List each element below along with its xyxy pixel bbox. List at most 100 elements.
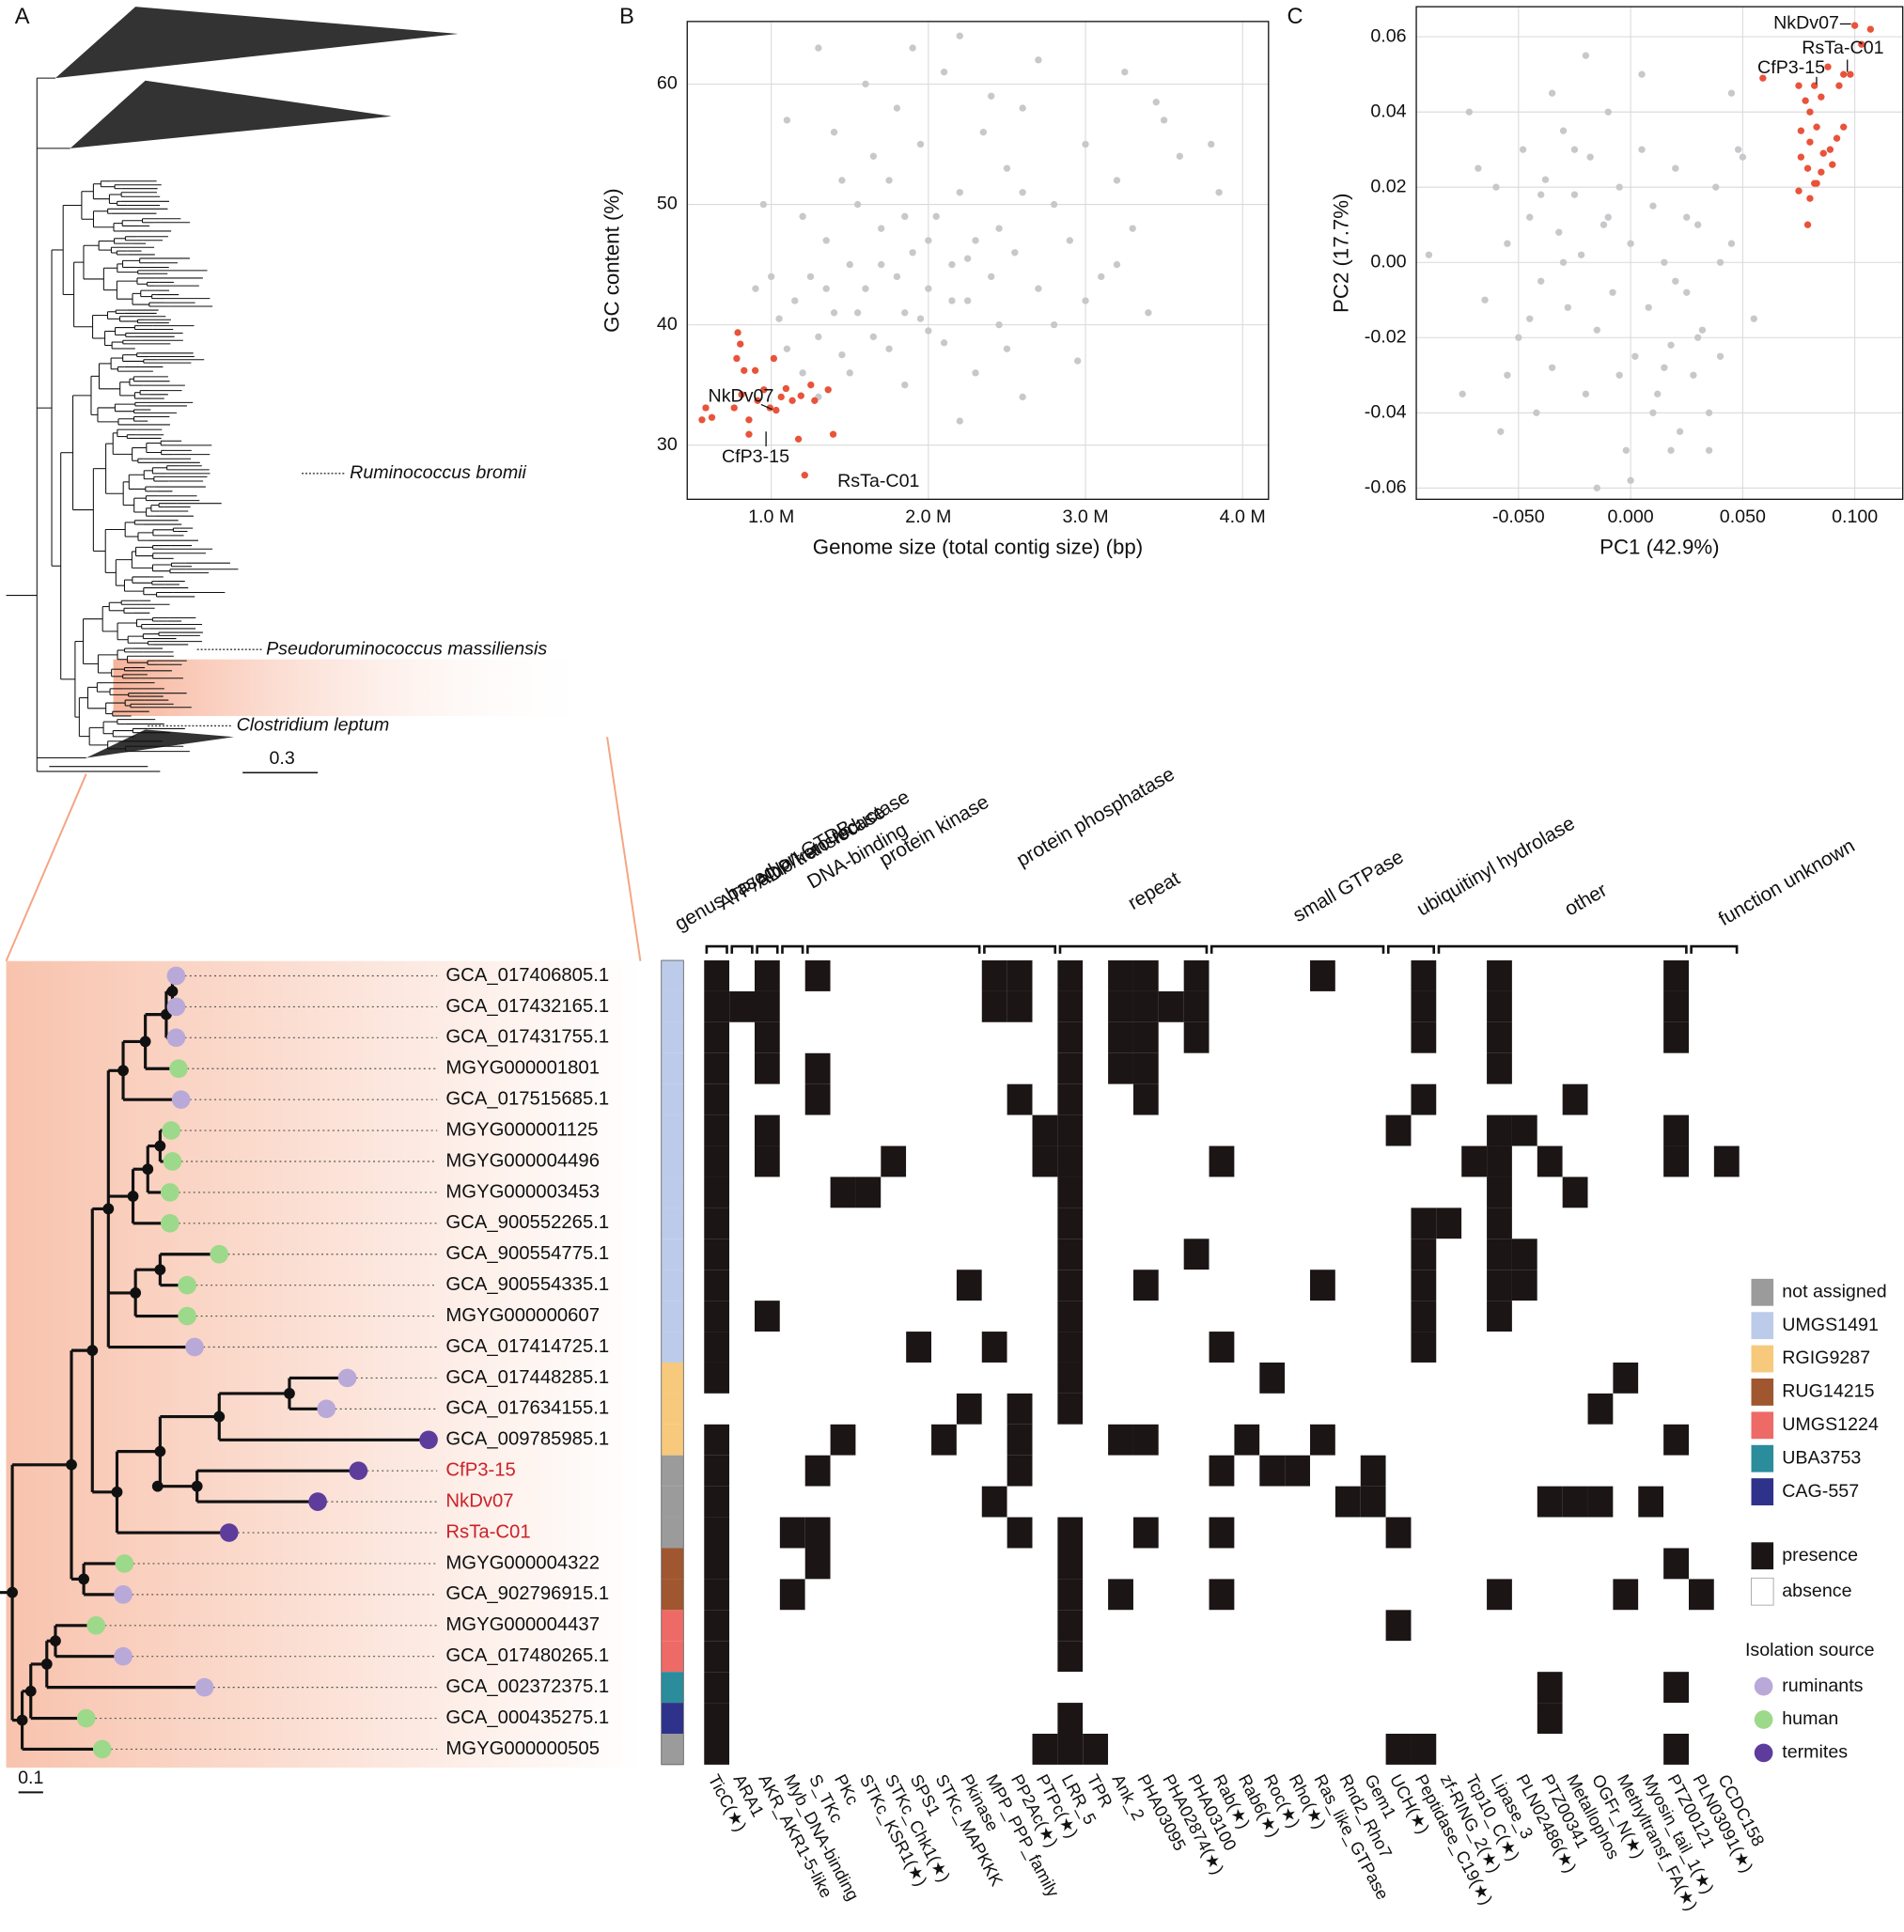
cell xyxy=(981,1610,1007,1642)
cell xyxy=(1183,1208,1210,1239)
cell xyxy=(1436,1270,1462,1301)
cell xyxy=(1183,1455,1210,1487)
cell xyxy=(729,1486,755,1518)
legend-swatch xyxy=(1751,1478,1774,1505)
cell xyxy=(1436,1548,1462,1580)
point xyxy=(979,129,988,136)
cell xyxy=(1385,1610,1412,1642)
x-tick-label: 0.100 xyxy=(1832,506,1878,527)
cell xyxy=(1663,1332,1689,1363)
cell xyxy=(779,1734,805,1765)
point xyxy=(862,80,869,88)
cell xyxy=(1259,1021,1286,1053)
cell xyxy=(704,1486,730,1518)
cell xyxy=(1310,1393,1335,1425)
point xyxy=(1693,334,1702,341)
point xyxy=(1829,161,1836,168)
cell xyxy=(754,1332,780,1363)
point xyxy=(1683,213,1691,221)
cell xyxy=(1108,1301,1133,1332)
cell xyxy=(779,1239,805,1270)
cell xyxy=(1007,1579,1033,1611)
cell xyxy=(1057,1301,1084,1332)
point xyxy=(783,117,791,124)
cell xyxy=(1032,1517,1058,1549)
cell xyxy=(1562,1021,1588,1053)
cell xyxy=(1537,1021,1563,1053)
cell xyxy=(779,1083,805,1115)
genus-bar xyxy=(661,990,684,1022)
cell xyxy=(729,960,755,991)
cell xyxy=(881,1424,907,1456)
cell xyxy=(1285,1052,1311,1084)
cell xyxy=(1057,1703,1084,1735)
cell xyxy=(981,1486,1007,1518)
cell xyxy=(1234,1641,1260,1673)
cell xyxy=(1234,1610,1260,1642)
cell xyxy=(1285,1332,1311,1363)
cell xyxy=(1537,1332,1563,1363)
cell xyxy=(1537,1114,1563,1146)
cell xyxy=(1511,1455,1537,1487)
cell xyxy=(804,1610,831,1642)
cell xyxy=(1562,1641,1588,1673)
point xyxy=(773,406,780,414)
cell xyxy=(1083,1083,1109,1115)
row-label: MGYG000001125 xyxy=(445,1119,598,1140)
cell xyxy=(1334,1517,1361,1549)
cell xyxy=(704,960,730,991)
cell xyxy=(729,1270,755,1301)
point xyxy=(956,417,963,425)
cell xyxy=(1032,1486,1058,1518)
cell xyxy=(1436,1455,1462,1487)
collapsed-clade xyxy=(70,80,392,148)
cell xyxy=(906,1610,932,1642)
point xyxy=(801,472,808,479)
row-label: NkDv07 xyxy=(445,1490,513,1511)
cell xyxy=(1537,1548,1563,1580)
cell xyxy=(779,1393,805,1425)
y-tick-label: 40 xyxy=(657,314,678,335)
cell xyxy=(830,1424,856,1456)
cell xyxy=(1411,1517,1437,1549)
cell xyxy=(1663,1052,1689,1084)
row-label: MGYG000004496 xyxy=(445,1150,600,1171)
cell xyxy=(956,1424,982,1456)
cell xyxy=(1461,1424,1488,1456)
cell xyxy=(830,1548,856,1580)
cell xyxy=(1209,1332,1235,1363)
point xyxy=(806,273,815,281)
point xyxy=(1866,25,1875,33)
cell xyxy=(1461,1393,1488,1425)
cell xyxy=(1334,1610,1361,1642)
cell xyxy=(1385,1393,1412,1425)
cell xyxy=(729,1517,755,1549)
cell xyxy=(1411,1703,1437,1735)
tip xyxy=(349,1461,368,1481)
cell xyxy=(1562,1393,1588,1425)
cell xyxy=(1259,1145,1286,1177)
cell xyxy=(1183,1579,1210,1611)
cell xyxy=(906,1393,932,1425)
point xyxy=(1555,228,1563,236)
cell xyxy=(1411,1641,1437,1673)
cell xyxy=(704,1052,730,1084)
cell xyxy=(1285,960,1311,991)
cell xyxy=(754,1703,780,1735)
cell xyxy=(1108,1239,1133,1270)
cell xyxy=(1461,1270,1488,1301)
point xyxy=(815,333,822,341)
point xyxy=(862,285,869,292)
cell xyxy=(704,1393,730,1425)
cell xyxy=(1007,1455,1033,1487)
cell xyxy=(931,960,957,991)
cell xyxy=(1713,1548,1740,1580)
point xyxy=(1667,446,1675,454)
cell xyxy=(1587,1301,1614,1332)
cell xyxy=(1132,1021,1159,1053)
cell xyxy=(1638,1641,1664,1673)
cell xyxy=(1108,1145,1133,1177)
cell xyxy=(1158,1114,1184,1146)
cell xyxy=(1334,1424,1361,1456)
